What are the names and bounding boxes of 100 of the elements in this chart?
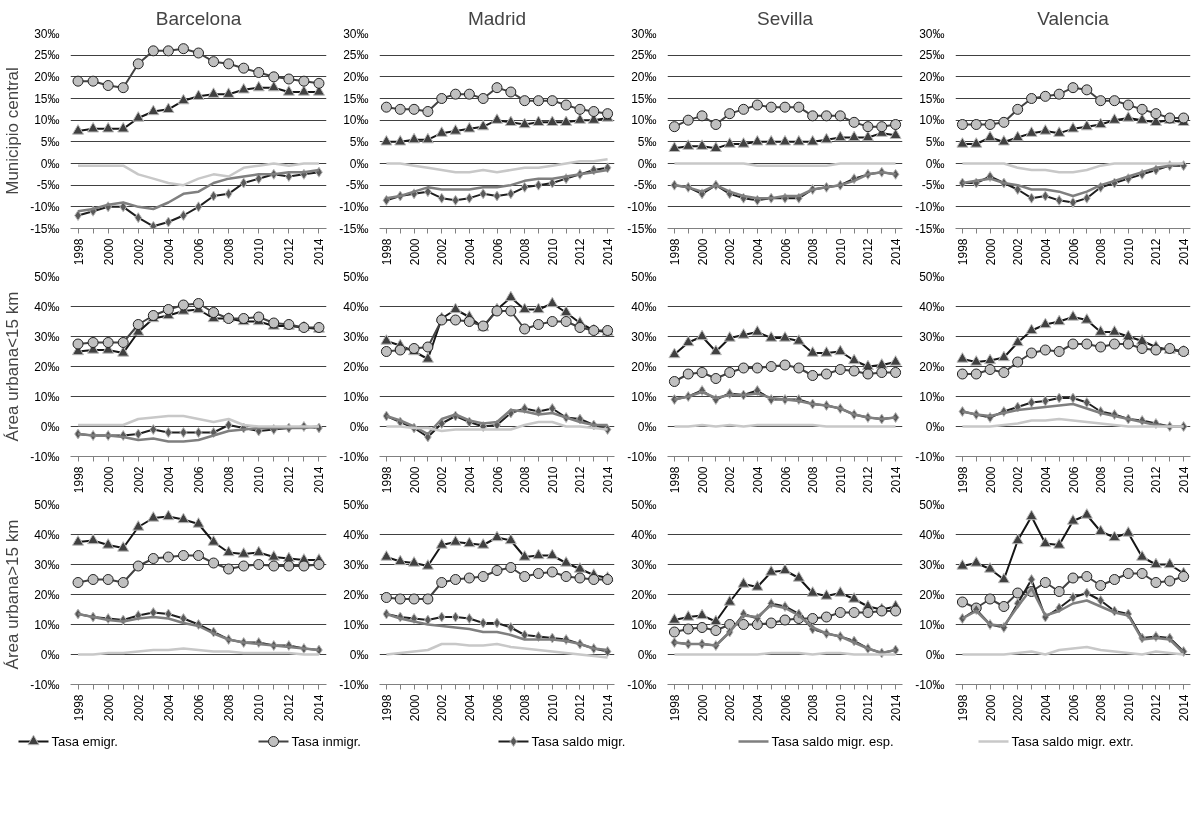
y-tick-label: 20‰ — [631, 69, 657, 84]
y-tick-label: 20‰ — [919, 587, 945, 602]
legend-label: Tasa emigr. — [51, 734, 118, 749]
y-tick-label: 50‰ — [631, 269, 657, 284]
y-tick-label: 10‰ — [631, 389, 657, 404]
y-tick-label: 20‰ — [631, 359, 657, 374]
y-tick-label: 40‰ — [34, 299, 60, 314]
x-tick-label: 2000 — [695, 694, 710, 722]
x-tick-label: 2010 — [833, 694, 848, 722]
x-tick-label: 2008 — [806, 466, 821, 494]
x-tick-label: 2012 — [1149, 466, 1164, 494]
y-axis-title: Municipio central — [3, 67, 23, 195]
y-tick-label: 10‰ — [919, 389, 945, 404]
y-tick-label: 40‰ — [34, 527, 60, 542]
y-tick-label: -10‰ — [339, 199, 369, 214]
x-tick-label: 1998 — [955, 694, 970, 722]
y-tick-label: 0‰ — [925, 156, 945, 171]
y-tick-label: 5‰ — [637, 134, 657, 149]
x-tick-label: 2006 — [1066, 466, 1081, 494]
y-tick-label: 0‰ — [349, 419, 369, 434]
y-tick-label: -5‰ — [345, 178, 369, 193]
legend-label: Tasa saldo migr. — [531, 734, 626, 749]
x-tick-label: 1998 — [379, 466, 394, 494]
y-tick-label: 25‰ — [343, 48, 369, 63]
y-tick-label: 10‰ — [919, 113, 945, 128]
y-tick-label: 20‰ — [919, 69, 945, 84]
x-tick-label: 2004 — [161, 694, 176, 722]
y-tick-label: -10‰ — [339, 677, 369, 692]
y-tick-label: 10‰ — [34, 113, 60, 128]
y-tick-label: -15‰ — [30, 221, 60, 236]
x-tick-label: 2014 — [601, 466, 616, 494]
x-tick-label: 2014 — [889, 238, 904, 266]
y-tick-label: 25‰ — [919, 48, 945, 63]
y-axis-title: Área urbana>15 km — [3, 519, 23, 670]
y-tick-label: 10‰ — [343, 617, 369, 632]
y-tick-label: -10‰ — [30, 677, 60, 692]
y-tick-label: 20‰ — [34, 359, 60, 374]
y-tick-label: 0‰ — [40, 647, 60, 662]
y-tick-label: -10‰ — [30, 449, 60, 464]
x-tick-label: 2006 — [1066, 238, 1081, 266]
x-tick-label: 2004 — [1038, 238, 1053, 266]
x-tick-label: 2000 — [407, 466, 422, 494]
x-tick-label: 2014 — [312, 694, 327, 722]
x-tick-label: 2014 — [601, 694, 616, 722]
x-tick-label: 2012 — [861, 694, 876, 722]
y-tick-label: 30‰ — [34, 557, 60, 572]
x-tick-label: 2008 — [518, 238, 533, 266]
y-tick-label: 30‰ — [631, 26, 657, 41]
y-tick-label: 30‰ — [34, 26, 60, 41]
y-tick-label: 20‰ — [34, 69, 60, 84]
x-tick-label: 2002 — [435, 238, 450, 266]
y-tick-label: -5‰ — [921, 178, 945, 193]
x-tick-label: 2002 — [723, 238, 738, 266]
y-tick-label: 10‰ — [34, 617, 60, 632]
x-tick-label: 2012 — [1149, 238, 1164, 266]
y-tick-label: 0‰ — [349, 647, 369, 662]
x-tick-label: 2000 — [983, 238, 998, 266]
y-tick-label: 50‰ — [34, 269, 60, 284]
y-tick-label: 15‰ — [631, 91, 657, 106]
y-tick-label: -5‰ — [633, 178, 657, 193]
y-tick-label: -10‰ — [627, 199, 657, 214]
x-tick-label: 2012 — [861, 238, 876, 266]
y-tick-label: 50‰ — [631, 497, 657, 512]
x-tick-label: 2000 — [101, 694, 116, 722]
x-tick-label: 2012 — [282, 694, 297, 722]
x-tick-label: 1998 — [379, 238, 394, 266]
x-tick-label: 1998 — [955, 238, 970, 266]
x-tick-label: 2008 — [1094, 238, 1109, 266]
x-tick-label: 2006 — [778, 238, 793, 266]
x-tick-label: 2004 — [161, 238, 176, 266]
y-tick-label: 50‰ — [919, 269, 945, 284]
x-tick-label: 2010 — [252, 466, 267, 494]
legend-label: Tasa saldo migr. esp. — [771, 734, 894, 749]
y-tick-label: 30‰ — [631, 329, 657, 344]
x-tick-label: 2008 — [518, 694, 533, 722]
y-tick-label: 10‰ — [343, 389, 369, 404]
x-tick-label: 2004 — [1038, 694, 1053, 722]
y-tick-label: -10‰ — [339, 449, 369, 464]
y-tick-label: 25‰ — [34, 48, 60, 63]
x-tick-label: 2010 — [545, 238, 560, 266]
y-tick-label: -15‰ — [339, 221, 369, 236]
legend-label: Tasa inmigr. — [291, 734, 361, 749]
y-tick-label: 5‰ — [925, 134, 945, 149]
x-tick-label: 1998 — [667, 694, 682, 722]
x-tick-label: 2008 — [518, 466, 533, 494]
y-tick-label: 0‰ — [349, 156, 369, 171]
x-tick-label: 2006 — [778, 466, 793, 494]
x-tick-label: 2000 — [695, 466, 710, 494]
x-tick-label: 1998 — [667, 466, 682, 494]
y-tick-label: 15‰ — [34, 91, 60, 106]
x-tick-label: 2002 — [723, 694, 738, 722]
x-tick-label: 2002 — [1011, 694, 1026, 722]
x-tick-label: 2012 — [282, 238, 297, 266]
x-tick-label: 2000 — [983, 466, 998, 494]
x-tick-label: 2010 — [545, 466, 560, 494]
x-tick-label: 2008 — [806, 694, 821, 722]
x-tick-label: 2002 — [131, 466, 146, 494]
x-tick-label: 2014 — [889, 694, 904, 722]
x-tick-label: 2012 — [573, 694, 588, 722]
x-tick-label: 2006 — [490, 694, 505, 722]
